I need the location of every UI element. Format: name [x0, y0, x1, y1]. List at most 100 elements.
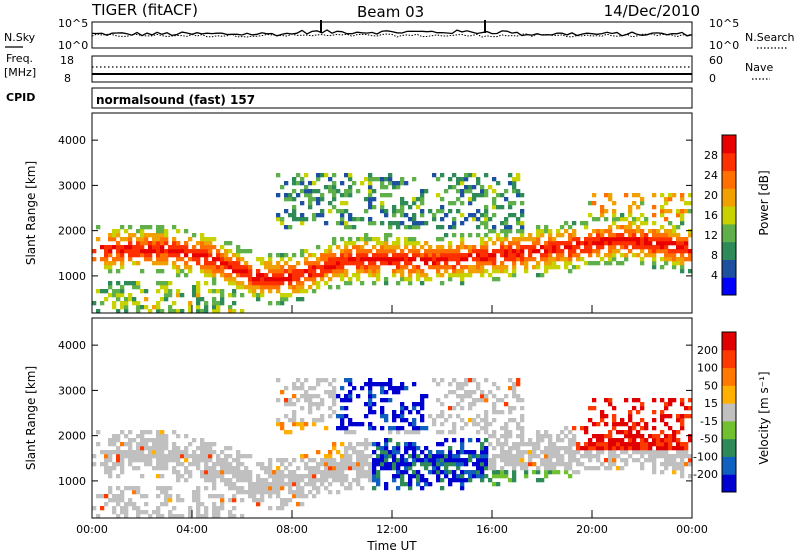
power-cell — [444, 253, 449, 258]
velocity-cell — [316, 450, 321, 455]
velocity-cell — [212, 442, 217, 447]
velocity-cell — [516, 426, 521, 431]
velocity-cell — [648, 442, 653, 447]
velocity-cell — [276, 474, 281, 479]
velocity-cell — [348, 422, 353, 427]
power-cell — [412, 213, 417, 218]
power-cell — [156, 301, 161, 306]
power-cell — [104, 245, 109, 250]
power-cell — [228, 257, 233, 262]
power-cell — [160, 309, 165, 314]
velocity-cell — [300, 406, 305, 411]
velocity-cell — [308, 482, 313, 487]
power-cell — [452, 265, 457, 270]
power-cell — [396, 265, 401, 270]
power-cell — [664, 233, 669, 238]
power-cell — [680, 265, 685, 270]
power-cell — [668, 249, 673, 254]
velocity-cell — [284, 474, 289, 479]
power-cell — [292, 265, 297, 270]
velocity-cell — [420, 478, 425, 483]
velocity-cell — [688, 474, 693, 479]
power-cell — [324, 185, 329, 190]
power-cell — [120, 237, 125, 242]
power-cell — [408, 217, 413, 222]
power-cell — [344, 201, 349, 206]
power-cell — [156, 289, 161, 294]
velocity-cell — [160, 454, 165, 459]
power-cell — [136, 229, 141, 234]
velocity-cell — [392, 458, 397, 463]
power-cell — [656, 233, 661, 238]
velocity-cell — [400, 426, 405, 431]
velocity-cell — [420, 426, 425, 431]
power-cell — [652, 233, 657, 238]
velocity-cell — [108, 490, 113, 495]
velocity-cell — [348, 482, 353, 487]
power-cell — [368, 193, 373, 198]
power-cell — [324, 281, 329, 286]
power-cell — [112, 289, 117, 294]
velocity-cell — [160, 462, 165, 467]
power-cell — [504, 225, 509, 230]
velocity-cell — [188, 442, 193, 447]
velocity-cell — [612, 426, 617, 431]
power-cell — [608, 257, 613, 262]
velocity-cell — [532, 446, 537, 451]
power-cell — [180, 293, 185, 298]
velocity-cell — [516, 394, 521, 399]
velocity-cell — [484, 466, 489, 471]
velocity-cell — [124, 506, 129, 511]
velocity-cell — [308, 474, 313, 479]
power-cell — [184, 253, 189, 258]
power-cell — [188, 237, 193, 242]
power-cell — [328, 185, 333, 190]
power-cell — [224, 257, 229, 262]
power-cell — [100, 289, 105, 294]
velocity-cell — [396, 486, 401, 491]
power-cell — [460, 245, 465, 250]
power-cell — [160, 245, 165, 250]
power-cell — [484, 193, 489, 198]
power-cell — [228, 277, 233, 282]
velocity-cell — [436, 462, 441, 467]
power-cell — [308, 285, 313, 290]
power-cell — [152, 237, 157, 242]
power-cell — [224, 261, 229, 266]
velocity-cell — [512, 446, 517, 451]
power-cell — [472, 217, 477, 222]
power-cell — [564, 241, 569, 246]
power-cell — [344, 281, 349, 286]
power-cell — [368, 185, 373, 190]
power-cell — [568, 225, 573, 230]
power-cell — [684, 201, 689, 206]
noise-left-bottom-tick: 10^0 — [58, 39, 88, 52]
power-cell — [480, 237, 485, 242]
velocity-cell — [580, 426, 585, 431]
power-cell — [124, 249, 129, 254]
power-cell — [124, 309, 129, 314]
power-cell — [604, 193, 609, 198]
power-cell — [384, 281, 389, 286]
power-cell — [200, 253, 205, 258]
velocity-cell — [356, 422, 361, 427]
power-cell — [544, 253, 549, 258]
velocity-cell — [332, 470, 337, 475]
velocity-cell — [364, 382, 369, 387]
velocity-cell — [556, 462, 561, 467]
power-cell — [380, 253, 385, 258]
power-cell — [280, 253, 285, 258]
velocity-cell — [296, 486, 301, 491]
velocity-cell — [480, 454, 485, 459]
velocity-cell — [252, 490, 257, 495]
power-cell — [180, 249, 185, 254]
velocity-cell — [312, 394, 317, 399]
velocity-cell — [112, 498, 117, 503]
velocity-cell — [196, 506, 201, 511]
velocity-cell — [628, 454, 633, 459]
power-cell — [100, 257, 105, 262]
power-cell — [236, 281, 241, 286]
power-cell — [320, 253, 325, 258]
power-cell — [268, 289, 273, 294]
velocity-cell — [380, 462, 385, 467]
